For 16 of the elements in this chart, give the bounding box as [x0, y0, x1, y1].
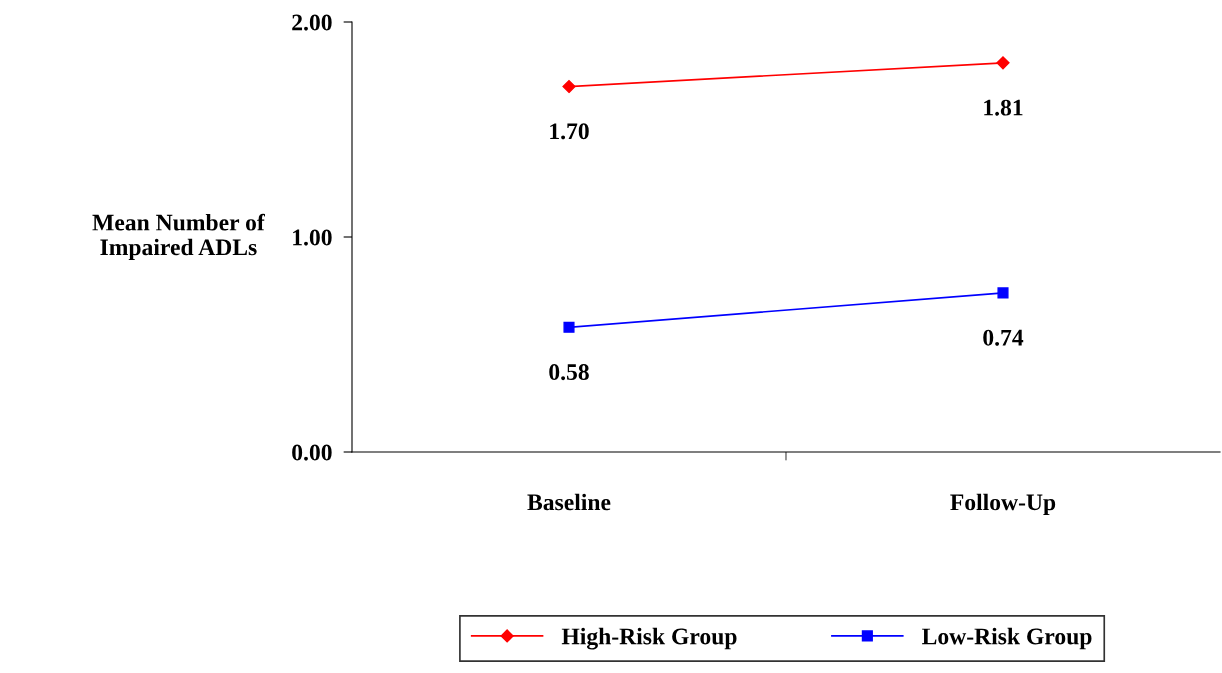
- point: [996, 56, 1010, 70]
- data-label: 0.74: [983, 329, 1024, 346]
- legend-label: Low-Risk Group: [922, 627, 1092, 650]
- data-label: 1.70: [550, 123, 589, 140]
- y-axis-title: Mean Number of Impaired ADLs: [92, 213, 265, 261]
- legend-label: High-Risk Group: [561, 627, 737, 650]
- x-tick-label: Follow-Up: [950, 493, 1056, 516]
- x-tick-label: Baseline: [527, 493, 611, 511]
- point: [562, 79, 576, 94]
- data-label: 1.81: [984, 99, 1023, 116]
- point: [997, 287, 1009, 299]
- point: [563, 321, 575, 333]
- y-tick-label: 0.00: [292, 444, 332, 461]
- y-tick-label: 1.00: [293, 229, 332, 246]
- y-tick-label: 2.00: [292, 14, 332, 31]
- data-label: 0.58: [549, 364, 589, 381]
